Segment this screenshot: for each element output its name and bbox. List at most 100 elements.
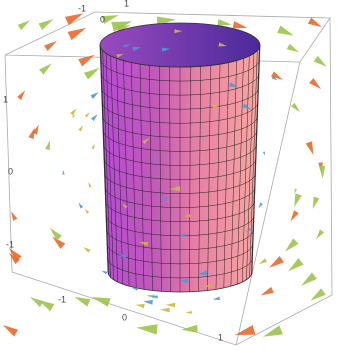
vector-arrow <box>88 181 92 188</box>
vector-arrow <box>179 278 189 283</box>
vector-arrow <box>262 151 266 156</box>
vector-arrow <box>271 75 278 81</box>
vector-arrow <box>83 67 100 80</box>
vector-arrow <box>64 13 84 26</box>
vector-arrow <box>11 211 18 221</box>
vector-arrow <box>284 238 299 252</box>
vector-arrow <box>258 258 268 265</box>
vector-arrow <box>165 302 176 308</box>
vector-arrow <box>307 17 322 28</box>
cylinder-inner <box>100 23 260 67</box>
vector-arrow <box>84 112 90 118</box>
tick-label: 1 <box>218 332 223 342</box>
mesh-ring <box>107 257 253 279</box>
tick-label: -1 <box>58 294 66 304</box>
vector-arrow <box>178 233 186 237</box>
vector-arrow <box>262 325 283 337</box>
vector-arrow <box>70 108 77 116</box>
vector-arrow <box>310 288 326 301</box>
vector-arrow <box>234 325 256 336</box>
vector-arrow <box>185 310 192 314</box>
vector-arrow <box>91 143 95 150</box>
vector-arrow <box>78 54 95 67</box>
vector-arrow <box>197 270 208 276</box>
vector-arrow <box>143 300 153 305</box>
mesh-ring <box>106 229 254 251</box>
vector-arrow <box>169 186 181 192</box>
vector-arrow <box>135 303 145 309</box>
vector-arrow <box>131 287 139 291</box>
vector-arrow <box>217 19 232 26</box>
vector-arrow <box>101 15 119 24</box>
vector-arrow <box>203 283 213 288</box>
vector-arrow <box>161 197 168 201</box>
mesh <box>100 47 260 292</box>
vector-arrow <box>294 188 298 194</box>
vector-arrow <box>270 71 283 80</box>
mesh-ring <box>106 243 254 265</box>
tick-label: 0 <box>100 14 105 24</box>
vector-arrow <box>301 272 317 286</box>
vector-arrow <box>318 165 326 179</box>
mesh-ring <box>101 87 259 110</box>
vector-arrow <box>286 43 300 53</box>
mesh-ring <box>102 115 258 138</box>
vector-arrow <box>312 196 320 209</box>
vector-arrow <box>181 324 198 333</box>
vector-arrow <box>78 125 84 132</box>
vector-arrow <box>305 141 314 155</box>
vector-field <box>2 13 327 337</box>
vector-arrow <box>121 203 128 209</box>
vector-arrow <box>288 258 304 272</box>
vector-arrow <box>101 270 108 275</box>
vector-arrow <box>52 236 66 249</box>
vector-field-front <box>101 29 252 291</box>
tick-label: 0 <box>122 312 127 322</box>
vector-arrow <box>116 53 124 58</box>
vector-arrow <box>313 55 327 67</box>
vector-arrow <box>38 19 54 30</box>
vector-arrow <box>260 286 274 296</box>
vector-arrow <box>218 42 227 47</box>
tick-label: -1 <box>78 3 86 13</box>
box-edge <box>4 54 13 273</box>
mesh-ring <box>104 186 256 208</box>
vector-arrow <box>8 252 20 265</box>
vector-arrow <box>146 294 155 299</box>
vector-arrow <box>151 295 158 299</box>
mesh-ring <box>103 144 257 166</box>
vector-arrow <box>2 325 19 337</box>
vector-arrow <box>212 296 221 300</box>
vector-arrow <box>245 227 252 232</box>
vector-arrow <box>316 229 325 240</box>
tick-label: 1 <box>124 0 129 8</box>
vector-arrow <box>62 169 65 175</box>
vector-arrow <box>91 114 98 122</box>
vector-arrow <box>174 29 183 34</box>
vector-arrow <box>30 297 44 308</box>
vector-arrow <box>294 193 302 208</box>
vector-arrow <box>90 91 99 99</box>
vector-arrow <box>142 137 150 145</box>
vector-arrow <box>229 82 239 88</box>
vector-arrow <box>232 21 248 29</box>
vector-arrow <box>183 213 191 218</box>
vector-arrow <box>92 297 111 307</box>
vector-arrow <box>71 113 76 118</box>
vector-arrow <box>132 46 141 51</box>
mesh-ring <box>101 101 259 124</box>
vector-arrow <box>309 78 322 90</box>
vector-arrow <box>160 307 170 313</box>
box-edge <box>235 61 301 346</box>
vector-arrow <box>242 103 252 110</box>
mesh-ring <box>100 73 260 96</box>
vector-arrow <box>153 156 158 162</box>
mesh-ring <box>105 201 255 222</box>
vector-arrow <box>277 25 294 36</box>
tick-label: -1 <box>6 239 14 249</box>
vector-arrow <box>84 208 90 214</box>
vector-arrow <box>45 140 50 151</box>
vector-arrow <box>8 247 22 262</box>
vector-arrow <box>43 40 57 52</box>
vector-arrow <box>161 47 171 52</box>
